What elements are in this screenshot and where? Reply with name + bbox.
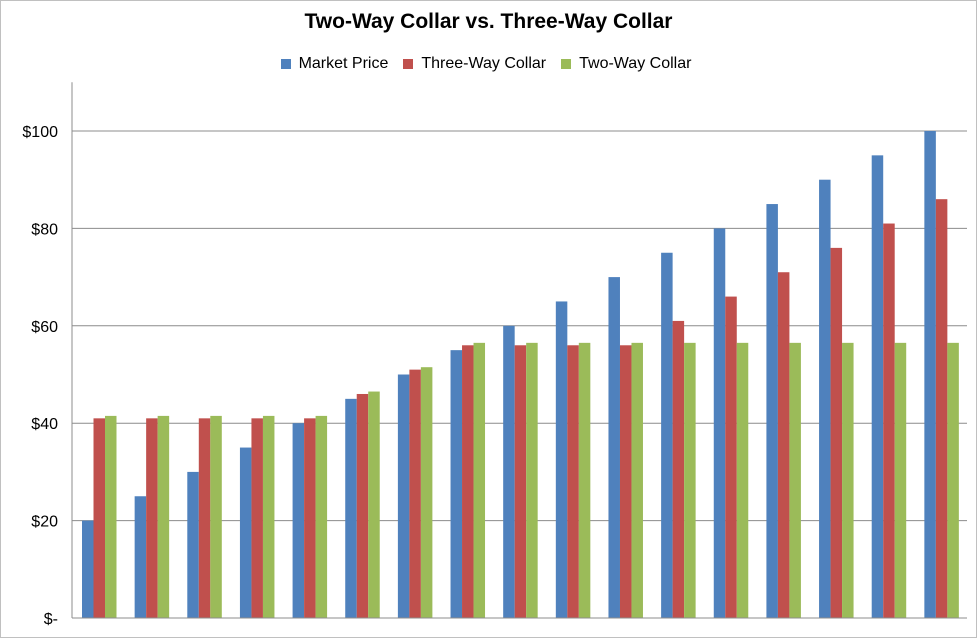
bar <box>105 415 117 618</box>
y-tick-label: $60 <box>31 319 58 336</box>
bar <box>134 496 147 618</box>
bar <box>736 342 749 618</box>
legend-swatch-two-way-collar <box>561 59 572 69</box>
legend-label-three-way-collar: Three-Way Collar <box>421 55 547 72</box>
bar <box>450 350 463 618</box>
y-tick-label: $100 <box>22 124 58 141</box>
legend-item-two-way-collar: Two-Way Collar <box>561 55 691 73</box>
bar <box>239 447 252 618</box>
bar <box>661 252 673 618</box>
bar <box>725 296 737 618</box>
legend-item-market-price: Market Price <box>280 55 389 73</box>
bar <box>619 345 632 618</box>
bar <box>409 369 421 618</box>
bar <box>819 179 831 618</box>
bar <box>503 325 515 618</box>
legend-item-three-way-collar: Three-Way Collar <box>403 55 546 73</box>
legend: Market Price Three-Way Collar Two-Way Co… <box>0 55 977 73</box>
bar <box>187 471 199 618</box>
bar <box>93 418 105 618</box>
bar <box>198 418 211 618</box>
bar <box>894 342 907 618</box>
bar <box>292 423 305 618</box>
legend-swatch-three-way-collar <box>403 59 414 69</box>
bar <box>555 301 568 618</box>
bar <box>514 345 527 618</box>
chart-title: Two-Way Collar vs. Three-Way Collar <box>304 10 673 33</box>
bar <box>356 393 369 618</box>
bar <box>262 415 275 618</box>
bar <box>883 223 895 618</box>
bar <box>924 131 936 618</box>
y-tick-label: $20 <box>31 514 58 531</box>
bar <box>935 199 948 618</box>
bar <box>672 320 685 618</box>
y-tick-label: $40 <box>31 416 58 433</box>
bar <box>567 345 579 618</box>
bar <box>777 272 790 618</box>
legend-swatch-market-price <box>280 59 291 69</box>
bar <box>684 342 696 618</box>
bar <box>608 277 620 618</box>
bar <box>397 374 410 618</box>
bar <box>871 155 884 618</box>
bar <box>304 418 316 618</box>
bar <box>526 342 538 618</box>
bar <box>315 415 328 618</box>
bar <box>82 520 94 618</box>
bar <box>462 345 474 618</box>
bar <box>947 342 959 618</box>
bar <box>251 418 263 618</box>
bar <box>345 398 357 618</box>
bar <box>578 342 591 618</box>
bar <box>473 342 486 618</box>
bar <box>420 367 433 618</box>
bar <box>157 415 170 618</box>
bar <box>766 204 778 619</box>
bar <box>631 342 643 618</box>
legend-label-two-way-collar: Two-Way Collar <box>579 55 692 72</box>
bar <box>713 228 726 618</box>
y-tick-label: $- <box>44 611 58 628</box>
bar <box>368 391 380 618</box>
bar <box>146 418 158 618</box>
bar <box>830 247 843 618</box>
bar <box>842 342 854 618</box>
bar <box>789 342 801 618</box>
legend-label-market-price: Market Price <box>298 55 389 72</box>
bar <box>210 415 222 618</box>
y-tick-label: $80 <box>31 221 58 238</box>
